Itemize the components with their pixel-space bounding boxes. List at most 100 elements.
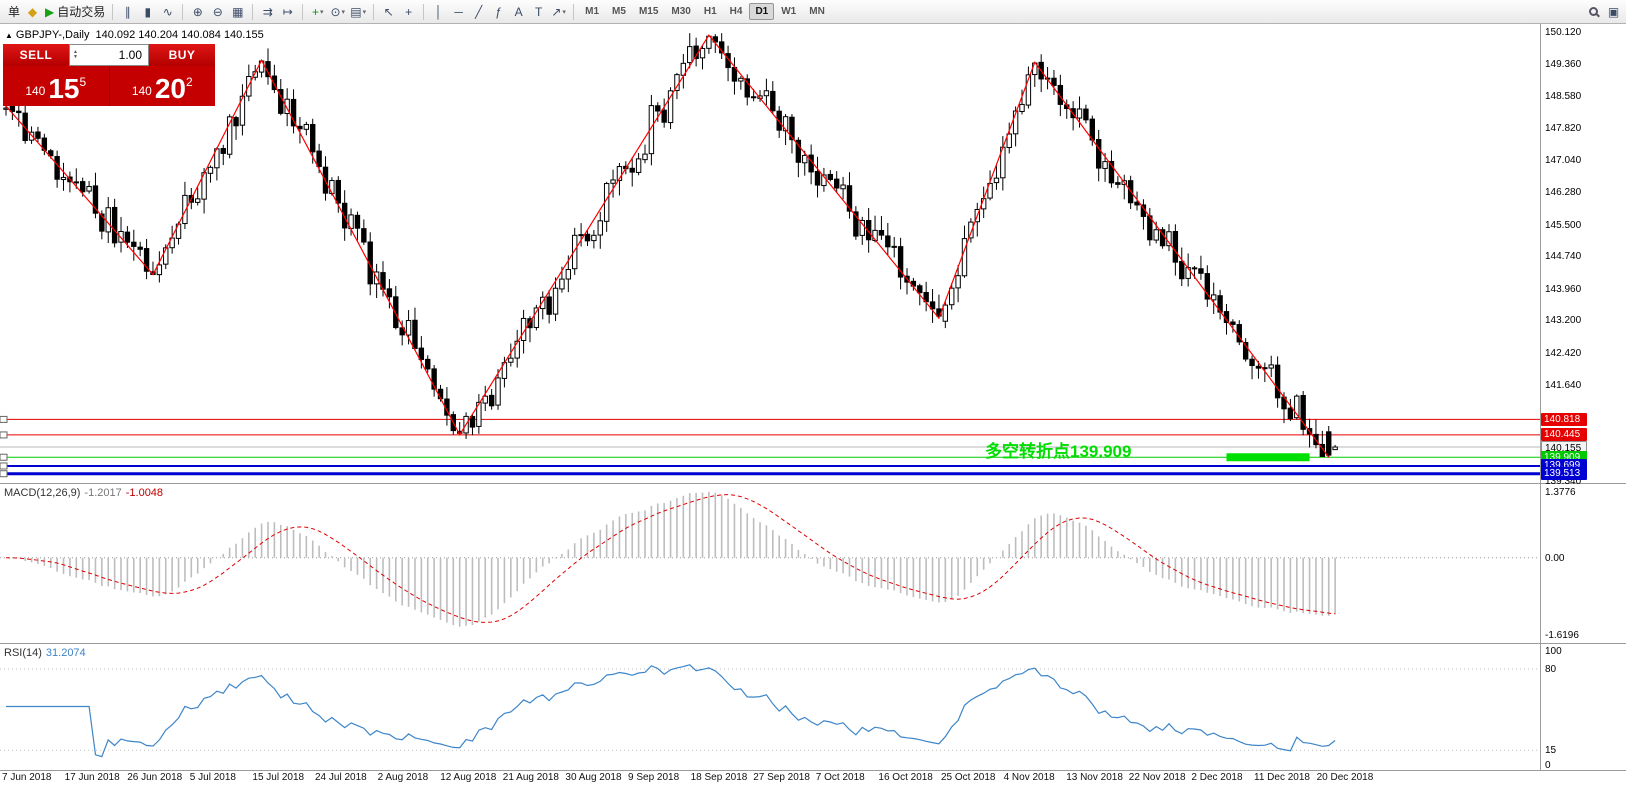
grid-button[interactable]: ▦ <box>228 2 247 22</box>
candle <box>1057 84 1064 105</box>
sell-price-prefix: 140 <box>25 84 46 98</box>
candle <box>412 319 418 350</box>
line-handle-140.445[interactable] <box>0 431 8 439</box>
candle <box>1019 103 1025 112</box>
volume-input[interactable] <box>77 48 148 62</box>
candle <box>738 77 744 82</box>
spinner-up-icon[interactable]: ▲ <box>73 49 78 55</box>
candle <box>1108 160 1115 184</box>
dock-button[interactable]: ▣ <box>1604 2 1623 22</box>
horizontal-line-button[interactable]: ─ <box>449 2 468 22</box>
toolbar-separator <box>182 3 184 20</box>
tf-h1[interactable]: H1 <box>698 3 723 20</box>
zoom-in-button[interactable]: ⊕ <box>188 2 207 22</box>
candle <box>1166 231 1172 247</box>
rsi-panel-canvas[interactable] <box>0 644 1626 769</box>
bars-chart-button[interactable]: ∥ <box>118 2 137 22</box>
buy-button[interactable]: BUY <box>149 44 215 66</box>
new-order-button[interactable]: 单 <box>3 2 22 22</box>
panel-splitter-macd[interactable] <box>0 483 1626 484</box>
candle <box>795 139 802 163</box>
time-axis[interactable]: 7 Jun 2018 17 Jun 2018 26 Jun 2018 5 Jul 20… <box>0 772 1626 788</box>
price-tick: 145.500 <box>1545 219 1582 231</box>
fibonacci-button[interactable]: ƒ <box>489 2 508 22</box>
macd-panel-canvas[interactable] <box>0 484 1626 643</box>
buy-price-big: 20 <box>154 73 186 104</box>
tf-m30-label: M30 <box>671 6 691 17</box>
templates-button[interactable]: ▤ ▾ <box>348 2 368 22</box>
arrows-button[interactable]: ↗ ▾ <box>549 2 568 22</box>
time-axis-label: 25 Oct 2018 <box>941 772 996 783</box>
candle <box>9 105 16 112</box>
candle <box>699 47 706 59</box>
tf-m5-label: M5 <box>612 6 626 17</box>
time-axis-label: 2 Dec 2018 <box>1191 772 1243 783</box>
buy-price-button[interactable]: 140 20 2 <box>110 66 216 106</box>
cursor-button-icon: ↖ <box>383 4 394 19</box>
macd-main-value: -1.2017 <box>84 487 122 499</box>
tf-d1-label: D1 <box>755 6 769 17</box>
line-chart-button[interactable]: ∿ <box>158 2 177 22</box>
tf-d1[interactable]: D1 <box>749 3 775 20</box>
sell-button[interactable]: SELL <box>3 44 69 66</box>
tf-w1[interactable]: W1 <box>775 3 802 20</box>
arrows-button-dropdown-icon[interactable]: ▾ <box>562 8 566 16</box>
autotrading-button-icon: ▶ <box>45 4 55 19</box>
tf-m5[interactable]: M5 <box>606 3 632 20</box>
tf-mn[interactable]: MN <box>803 3 831 20</box>
trendline-button[interactable]: ╱ <box>469 2 488 22</box>
line-handle-140.818[interactable] <box>0 415 8 423</box>
volume-spinner[interactable]: ▲ ▼ <box>70 50 78 60</box>
templates-button-dropdown-icon[interactable]: ▾ <box>362 8 367 16</box>
sell-price-button[interactable]: 140 15 5 <box>3 66 109 106</box>
indicators-button-dropdown-icon[interactable]: ▾ <box>320 8 324 16</box>
candle <box>124 231 131 243</box>
crosshair-button[interactable]: + <box>399 2 418 22</box>
indicators-button[interactable]: + ▾ <box>308 2 327 22</box>
cursor-button[interactable]: ↖ <box>379 2 398 22</box>
tf-m1[interactable]: M1 <box>579 3 605 20</box>
candle <box>1230 321 1236 325</box>
volume-field[interactable]: ▲ ▼ <box>69 44 149 66</box>
candle <box>578 234 584 237</box>
toolbar-separator <box>573 3 575 20</box>
panel-splitter-rsi[interactable] <box>0 643 1626 644</box>
auto-scroll-button[interactable]: ⇉ <box>258 2 277 22</box>
tf-m15[interactable]: M15 <box>633 3 664 20</box>
macd-scale-tick: 1.3776 <box>1545 487 1576 498</box>
time-axis-label: 24 Jul 2018 <box>315 772 367 783</box>
time-axis-label: 18 Sep 2018 <box>690 772 748 783</box>
line-handle-139.909[interactable] <box>0 453 8 461</box>
text-button[interactable]: A <box>509 2 528 22</box>
candlestick-chart-button[interactable]: ▮ <box>138 2 157 22</box>
candle <box>846 185 853 212</box>
line-handle-139.513[interactable] <box>0 470 8 478</box>
search-button[interactable] <box>1584 2 1603 22</box>
candle <box>782 116 789 132</box>
autotrading-button[interactable]: ▶ 自动交易 <box>43 2 107 22</box>
candle <box>897 246 904 278</box>
periods-button[interactable]: ⊙ ▾ <box>328 2 347 22</box>
candle <box>572 234 578 270</box>
vertical-line-button[interactable]: │ <box>429 2 448 22</box>
candle <box>163 247 169 265</box>
candle <box>1025 74 1032 106</box>
price-chart-canvas[interactable] <box>0 24 1626 483</box>
chart-shift-button[interactable]: ↦ <box>278 2 297 22</box>
metaquotes-icon[interactable]: ◆ <box>23 2 42 22</box>
candle <box>891 245 897 248</box>
periods-button-dropdown-icon[interactable]: ▾ <box>341 8 346 16</box>
zoom-out-button[interactable]: ⊖ <box>208 2 227 22</box>
candle <box>1115 182 1121 185</box>
time-axis-label: 11 Dec 2018 <box>1254 772 1310 783</box>
spinner-down-icon[interactable]: ▼ <box>73 54 78 60</box>
symbol-direction-icon: ▲ <box>5 31 13 40</box>
horizontal-line-button-icon: ─ <box>454 4 463 19</box>
candle <box>1249 358 1255 367</box>
line-handle-139.699[interactable] <box>0 462 8 470</box>
price-scale[interactable]: 150.120 149.360 148.580 147.820 147.040 146.2… <box>1541 0 1626 786</box>
tf-m30[interactable]: M30 <box>665 3 696 20</box>
time-axis-label: 7 Oct 2018 <box>815 772 865 783</box>
tf-h4[interactable]: H4 <box>724 3 749 20</box>
label-button[interactable]: T <box>529 2 548 22</box>
